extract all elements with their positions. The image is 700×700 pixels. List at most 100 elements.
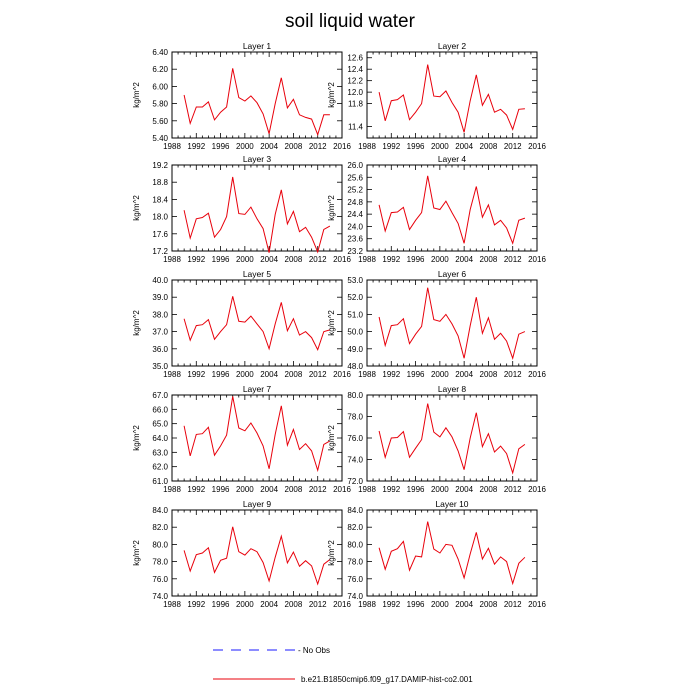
x-tick-label: 2000 [431, 600, 449, 609]
y-tick-label: 18.8 [152, 178, 168, 187]
x-tick-label: 2016 [333, 255, 351, 264]
y-tick-label: 39.0 [152, 293, 168, 302]
y-tick-label: 84.0 [152, 506, 168, 515]
x-tick-label: 2012 [309, 255, 327, 264]
x-tick-label: 1996 [212, 370, 230, 379]
y-tick-label: 19.2 [152, 161, 168, 170]
y-axis-label: kg/m^2 [327, 540, 336, 566]
y-tick-label: 26.0 [347, 161, 363, 170]
x-tick-label: 2012 [504, 142, 522, 151]
y-tick-label: 74.0 [347, 456, 363, 465]
x-tick-label: 2016 [528, 600, 546, 609]
x-tick-label: 1988 [358, 485, 376, 494]
series-line [183, 396, 331, 473]
x-tick-label: 2000 [236, 255, 254, 264]
y-tick-label: 67.0 [152, 391, 168, 400]
x-tick-label: 1996 [212, 142, 230, 151]
y-tick-label: 5.80 [152, 100, 168, 109]
y-tick-label: 24.8 [347, 198, 363, 207]
y-tick-label: 62.0 [152, 463, 168, 472]
panel-layer-5: Layer 5 kg/m^2 1988 1992 1996 2000 2004 2008 201… [132, 269, 351, 379]
plot-frame [171, 509, 343, 597]
x-tick-label: 2008 [285, 255, 303, 264]
y-tick-label: 78.0 [347, 413, 363, 422]
y-tick-label: 76.0 [347, 575, 363, 584]
y-tick-label: 61.0 [152, 477, 168, 486]
x-tick-label: 2012 [309, 370, 327, 379]
y-axis-label: kg/m^2 [327, 425, 336, 451]
x-tick-label: 2004 [455, 142, 473, 151]
panel-title: Layer 9 [243, 499, 272, 509]
y-tick-label: 12.0 [347, 88, 363, 97]
x-tick-label: 2008 [285, 370, 303, 379]
x-tick-label: 1996 [407, 370, 425, 379]
y-tick-label: 24.4 [347, 210, 363, 219]
y-tick-label: 17.6 [152, 230, 168, 239]
x-tick-label: 1988 [163, 370, 181, 379]
y-tick-label: 78.0 [152, 558, 168, 567]
x-tick-label: 2000 [431, 255, 449, 264]
y-tick-label: 80.0 [152, 540, 168, 549]
x-tick-label: 2004 [455, 370, 473, 379]
x-tick-label: 2016 [333, 370, 351, 379]
legend-no-obs-label: - No Obs [298, 646, 330, 655]
y-tick-label: 64.0 [152, 434, 168, 443]
x-tick-label: 2016 [528, 142, 546, 151]
x-tick-label: 2000 [236, 485, 254, 494]
x-tick-label: 2004 [455, 600, 473, 609]
x-tick-label: 2016 [528, 485, 546, 494]
x-tick-label: 2008 [480, 600, 498, 609]
x-tick-label: 1988 [163, 600, 181, 609]
series-line [183, 296, 331, 351]
panel-title: Layer 4 [438, 154, 467, 164]
panel-title: Layer 10 [435, 499, 468, 509]
y-tick-label: 35.0 [152, 362, 168, 371]
series-line [183, 176, 331, 254]
y-tick-label: 12.6 [347, 54, 363, 63]
panel-layer-3: Layer 3 kg/m^2 1988 1992 1996 2000 2004 2008 201… [132, 154, 351, 264]
y-tick-label: 63.0 [152, 448, 168, 457]
x-tick-label: 2000 [236, 370, 254, 379]
x-tick-label: 1992 [187, 142, 205, 151]
y-tick-label: 5.60 [152, 117, 168, 126]
y-tick-label: 78.0 [347, 558, 363, 567]
panel-title: Layer 6 [438, 269, 467, 279]
x-tick-label: 2000 [236, 600, 254, 609]
series-line [183, 68, 330, 137]
x-tick-label: 2012 [504, 485, 522, 494]
panel-layer-9: Layer 9 kg/m^2 1988 1992 1996 2000 2004 2008 201… [132, 499, 351, 609]
x-tick-label: 1992 [382, 142, 400, 151]
y-tick-label: 50.0 [347, 328, 363, 337]
y-tick-label: 49.0 [347, 345, 363, 354]
y-axis-label: kg/m^2 [132, 540, 141, 566]
series-line [183, 526, 331, 586]
x-tick-label: 2016 [333, 142, 351, 151]
x-tick-label: 2016 [528, 370, 546, 379]
x-tick-label: 1992 [187, 600, 205, 609]
series-line [378, 287, 526, 361]
y-axis-label: kg/m^2 [132, 310, 141, 336]
x-tick-label: 2016 [333, 485, 351, 494]
x-tick-label: 2004 [260, 255, 278, 264]
series-line [378, 521, 526, 586]
x-tick-label: 2004 [260, 600, 278, 609]
y-tick-label: 82.0 [152, 523, 168, 532]
legend-model-label: b.e21.B1850cmip6.f09_g17.DAMIP-hist-co2.… [301, 675, 473, 684]
x-tick-label: 2000 [236, 142, 254, 151]
y-axis-label: kg/m^2 [327, 195, 336, 221]
panels-group: Layer 1 kg/m^2 1988 1992 1996 2000 2004 2008 201… [132, 41, 546, 609]
x-tick-label: 2008 [480, 485, 498, 494]
panel-layer-8: Layer 8 kg/m^2 1988 1992 1996 2000 2004 2008 201… [327, 384, 546, 494]
y-tick-label: 37.0 [152, 328, 168, 337]
y-tick-label: 51.0 [347, 310, 363, 319]
x-tick-label: 2008 [480, 370, 498, 379]
y-tick-label: 72.0 [347, 477, 363, 486]
y-tick-label: 76.0 [347, 434, 363, 443]
x-tick-label: 1996 [407, 485, 425, 494]
x-tick-label: 1988 [358, 255, 376, 264]
x-tick-label: 2012 [309, 600, 327, 609]
x-tick-label: 1988 [163, 255, 181, 264]
y-tick-label: 65.0 [152, 420, 168, 429]
y-tick-label: 12.4 [347, 65, 363, 74]
x-tick-label: 2008 [480, 255, 498, 264]
